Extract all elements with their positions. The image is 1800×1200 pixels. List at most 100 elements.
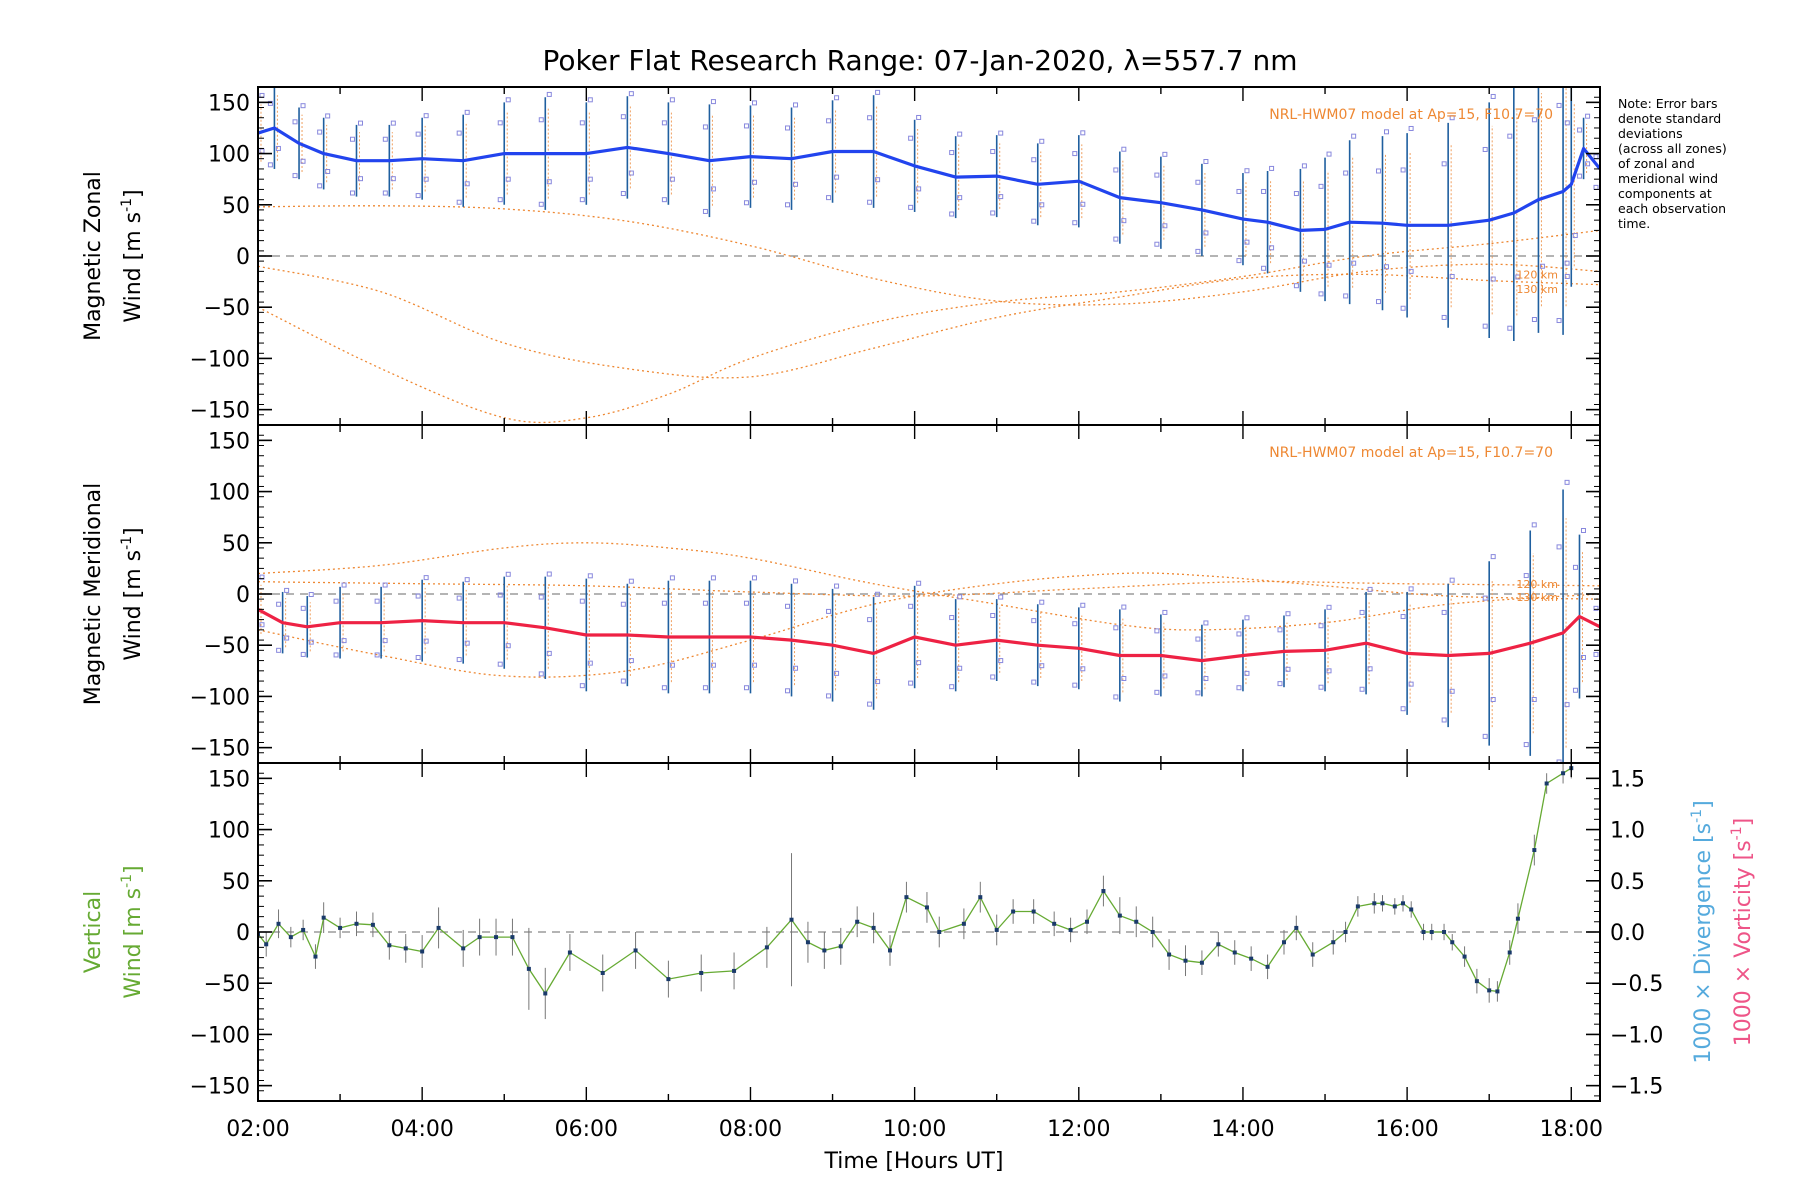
zone-point	[949, 150, 955, 156]
zone-point	[710, 99, 716, 105]
model-curve-2	[258, 572, 1600, 678]
zone-point	[1203, 159, 1209, 165]
y-tick-label: 50	[222, 870, 250, 895]
zone-point	[456, 657, 462, 663]
zone-point	[1593, 184, 1599, 190]
zone-point	[587, 97, 593, 103]
zone-point	[1154, 628, 1160, 634]
zone-point	[325, 169, 331, 174]
zone-point	[1577, 127, 1583, 133]
vertical-wind-point	[1462, 954, 1467, 959]
zone-point	[1326, 151, 1332, 157]
zone-point	[252, 163, 256, 167]
zone-point	[538, 117, 544, 123]
zone-point	[957, 594, 963, 600]
zone-point	[1580, 655, 1586, 661]
vertical-wind-point	[1167, 952, 1172, 957]
zone-point	[1367, 666, 1373, 672]
zone-point	[341, 638, 347, 644]
zone-point	[390, 120, 396, 126]
zone-point	[1162, 673, 1168, 679]
vertical-wind-point	[1532, 848, 1537, 853]
zone-point	[1531, 696, 1537, 702]
zone-point	[1269, 165, 1275, 171]
zone-point	[1516, 77, 1520, 81]
zone-point	[1593, 154, 1599, 160]
zone-point	[1531, 522, 1537, 528]
zone-point	[1326, 604, 1332, 610]
zone-point	[497, 120, 503, 126]
y-axis-label-line2: Wind [m s-1]	[119, 527, 146, 660]
zone-point	[349, 136, 355, 142]
vertical-wind-point	[1294, 925, 1299, 930]
y-axis-label-bracket: ]	[121, 189, 146, 198]
zone-point	[990, 613, 996, 619]
zone-point	[669, 176, 675, 182]
zone-point	[546, 179, 552, 185]
zone-point	[1400, 706, 1406, 712]
zone-point	[620, 601, 626, 607]
vertical-wind-point	[1343, 930, 1348, 934]
zone-point	[1343, 293, 1349, 299]
zone-point	[546, 571, 552, 577]
y-tick-label: −150	[190, 737, 250, 762]
y-tick-label: −150	[190, 1075, 250, 1100]
zone-point	[702, 600, 708, 606]
zone-point	[1039, 202, 1045, 208]
zone-point	[1585, 161, 1591, 167]
zone-point	[275, 145, 281, 151]
zone-point	[793, 102, 799, 108]
zone-point	[785, 688, 791, 694]
zone-point	[710, 186, 716, 192]
vertical-wind-point	[1249, 956, 1254, 961]
model-curve-1	[258, 542, 1600, 631]
zone-point	[505, 97, 511, 103]
zone-point	[1577, 173, 1583, 179]
zone-point	[1154, 172, 1160, 178]
zone-point	[456, 595, 462, 601]
zone-point	[834, 670, 840, 676]
zone-point	[1482, 595, 1488, 601]
zone-point	[1203, 230, 1209, 236]
zone-point	[1195, 636, 1201, 642]
zone-point	[1072, 682, 1078, 688]
zone-point	[702, 208, 708, 214]
zone-point	[1277, 627, 1283, 633]
zone-point	[1400, 305, 1406, 311]
zone-point	[1507, 133, 1513, 139]
y-axis-label-bracket: ]	[121, 527, 146, 536]
y-tick-label: 100	[208, 481, 250, 506]
zone-point	[317, 183, 323, 189]
vertical-wind-point	[1150, 930, 1155, 934]
zone-point	[998, 658, 1004, 664]
zone-point	[834, 95, 840, 101]
vertical-wind-point	[1421, 930, 1426, 934]
zone-point	[620, 114, 626, 120]
zone-point	[497, 197, 503, 203]
zone-point	[505, 571, 511, 577]
zone-point	[374, 598, 380, 604]
x-tick-label: 06:00	[555, 1117, 618, 1142]
vertical-wind-point	[526, 966, 531, 971]
zone-point	[390, 176, 396, 182]
zone-point	[1326, 668, 1332, 674]
note-line: components at	[1618, 186, 1712, 201]
zone-point	[456, 199, 462, 205]
note-line: time.	[1618, 216, 1650, 231]
zone-point	[423, 575, 429, 581]
zone-point	[1449, 273, 1455, 279]
zone-point	[1031, 679, 1037, 685]
zone-point	[1593, 651, 1599, 657]
plot-area	[258, 479, 1600, 763]
vertical-wind-point	[1507, 950, 1512, 955]
vertical-wind-point	[1031, 909, 1036, 914]
model-label: NRL-HWM07 model at Ap=15, F10.7=70	[1269, 445, 1553, 461]
model-altitude-label: 120 km	[1516, 268, 1558, 281]
note-line: (across all zones)	[1618, 141, 1727, 156]
vertical-wind-point	[1392, 904, 1397, 909]
vertical-wind-point	[1487, 988, 1492, 993]
zone-point	[1449, 688, 1455, 694]
zone-point	[1244, 615, 1250, 621]
model-altitude-label: 120 km	[1516, 578, 1558, 591]
zone-point	[284, 635, 290, 641]
